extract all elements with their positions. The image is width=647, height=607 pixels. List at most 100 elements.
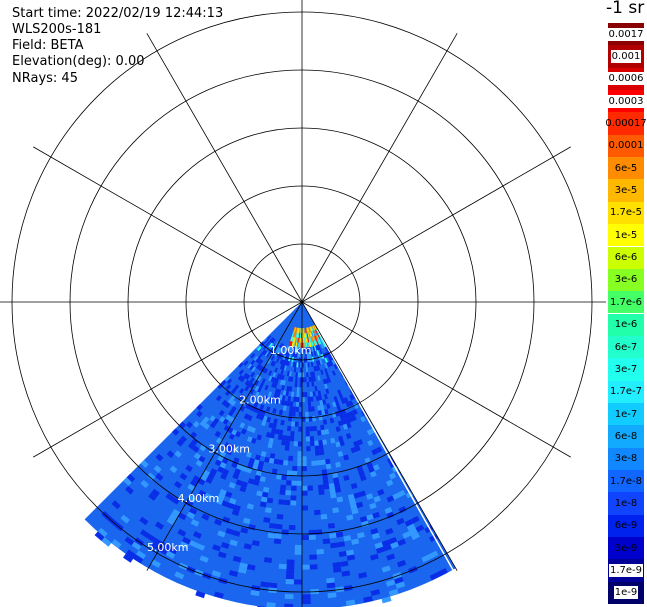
range-gate — [272, 377, 277, 383]
range-gate — [273, 458, 279, 465]
range-gate — [219, 416, 226, 423]
range-gate — [271, 338, 276, 344]
range-gate — [309, 426, 314, 432]
range-gate — [332, 472, 339, 479]
range-gate — [325, 458, 331, 465]
range-gate — [273, 382, 278, 389]
range-gate — [330, 492, 337, 499]
colorbar-cell: 3e-6 — [608, 268, 644, 292]
range-gate — [267, 391, 273, 397]
colorbar-cell: 3e-9 — [608, 537, 644, 560]
range-gate — [174, 571, 185, 580]
range-gate — [355, 501, 364, 509]
range-gate — [270, 343, 275, 349]
colorbar-label: 1e-5 — [614, 229, 638, 241]
range-gate — [309, 554, 317, 560]
range-gate — [397, 489, 406, 498]
range-gate — [199, 555, 209, 563]
start-time-text: Start time: 2022/02/19 12:44:13 — [12, 6, 224, 21]
range-gate — [266, 416, 272, 423]
range-gate — [410, 532, 420, 541]
range-gate — [272, 423, 277, 429]
range-gate — [174, 450, 182, 458]
range-gate — [305, 327, 307, 333]
range-gate — [318, 440, 323, 446]
range-gate — [266, 602, 276, 607]
range-gate — [302, 456, 307, 462]
range-gate — [255, 357, 260, 363]
range-gate — [272, 361, 277, 367]
range-gate — [292, 361, 295, 368]
range-gate — [278, 429, 284, 436]
range-gate — [205, 476, 213, 484]
range-gate — [296, 347, 299, 353]
range-gate — [268, 522, 277, 529]
range-gate — [309, 326, 312, 332]
range-gate — [317, 405, 322, 411]
colorbar-label: 6e-5 — [614, 162, 638, 174]
range-gate — [302, 362, 304, 368]
range-gate — [213, 591, 224, 599]
range-gate — [219, 488, 227, 496]
range-gate — [291, 331, 294, 337]
range-gate — [385, 479, 394, 487]
range-gate — [343, 474, 350, 481]
range-gate — [166, 517, 176, 526]
range-gate — [227, 398, 234, 405]
range-gate — [302, 461, 307, 467]
range-gate — [243, 543, 252, 550]
range-gate — [275, 523, 283, 530]
range-gate — [315, 450, 320, 456]
range-gate — [276, 357, 280, 363]
range-gate — [243, 372, 249, 379]
range-gate — [219, 461, 227, 469]
range-gate — [266, 340, 271, 346]
range-gate — [278, 409, 283, 416]
range-gate — [386, 511, 395, 519]
colorbar-label: 0.0001 — [608, 140, 644, 152]
range-gate — [327, 377, 332, 383]
range-gate — [316, 345, 320, 351]
range-gate — [286, 559, 295, 565]
range-gate — [262, 486, 270, 493]
range-gate — [232, 472, 240, 480]
range-gate — [266, 358, 271, 365]
range-gate — [322, 474, 328, 480]
range-gate — [178, 421, 186, 429]
range-gate — [406, 523, 416, 532]
range-gate — [294, 421, 299, 427]
range-gate — [356, 531, 365, 539]
range-gate — [228, 416, 235, 423]
range-gate — [290, 495, 297, 501]
range-gate — [290, 336, 293, 342]
range-gate — [262, 350, 268, 356]
range-gate — [222, 468, 230, 476]
range-gate — [196, 404, 203, 411]
range-gate — [265, 406, 271, 413]
range-gate — [291, 485, 297, 491]
range-gate — [340, 398, 346, 405]
range-gate — [244, 379, 250, 386]
range-gate — [371, 532, 380, 540]
range-gate — [288, 341, 292, 347]
range-gate — [290, 391, 295, 397]
range-gate — [288, 524, 296, 531]
range-gate — [302, 490, 308, 496]
range-gate — [295, 342, 298, 348]
range-gate — [302, 352, 304, 358]
range-gate — [350, 503, 358, 510]
range-gate — [302, 535, 309, 541]
range-gate — [310, 361, 314, 367]
range-gate — [305, 426, 310, 432]
range-gate — [292, 342, 295, 348]
range-gate — [302, 466, 307, 472]
range-gate — [329, 417, 335, 424]
range-gate — [293, 347, 296, 353]
range-gate — [305, 436, 311, 442]
range-gate — [239, 485, 247, 493]
range-gate — [261, 367, 267, 373]
range-gate — [120, 514, 130, 524]
range-gate — [250, 437, 257, 444]
range-gate — [225, 491, 233, 498]
range-gate — [192, 445, 200, 453]
